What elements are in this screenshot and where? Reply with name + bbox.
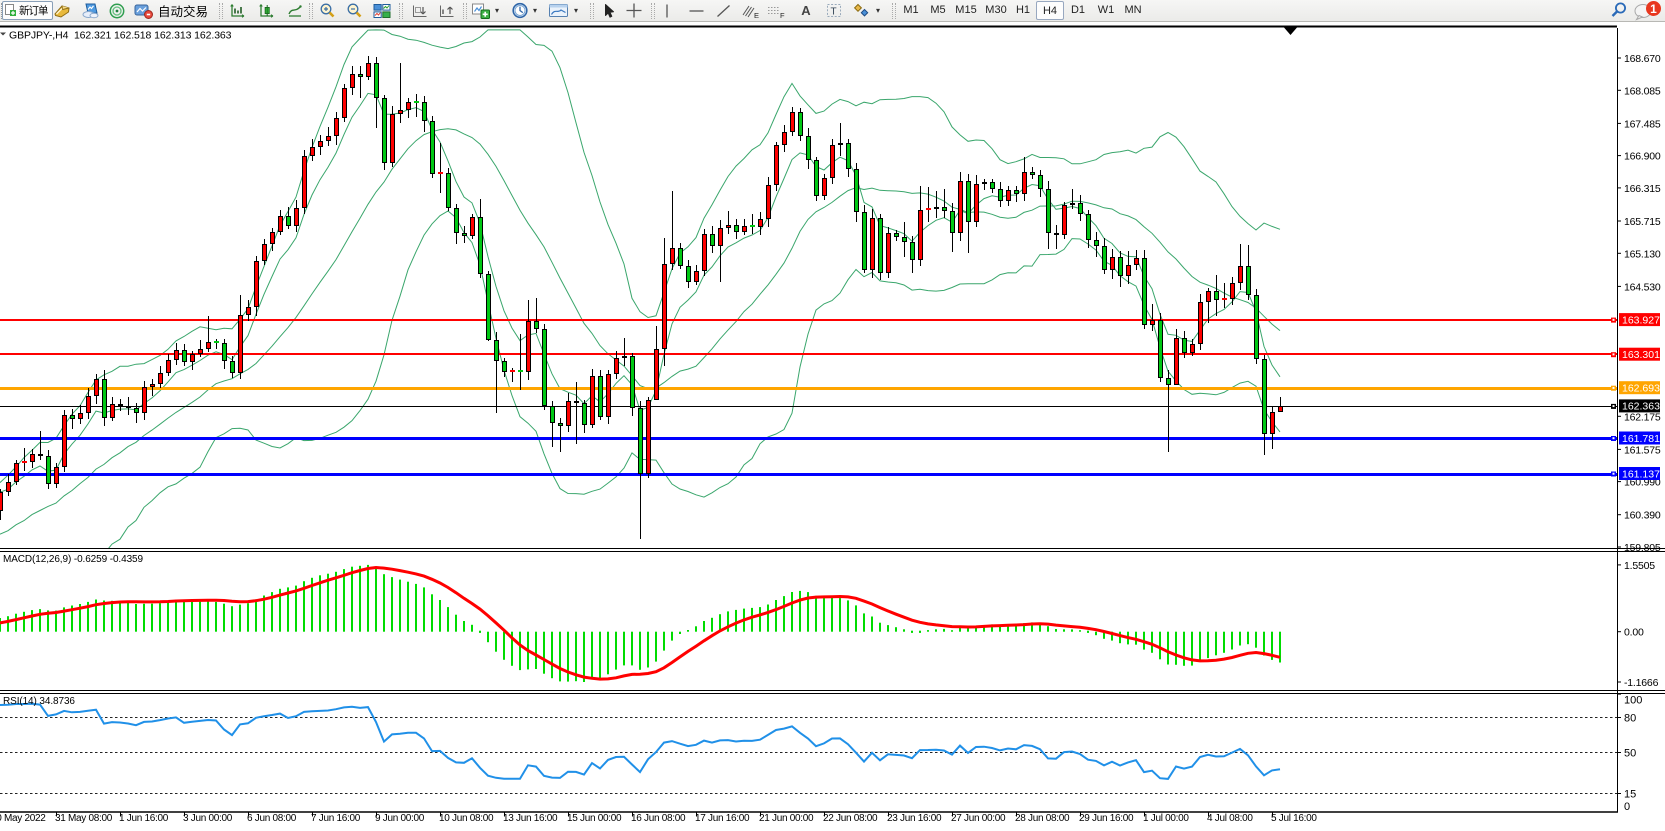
svg-text:164.530: 164.530: [1624, 281, 1661, 293]
svg-text:23 Jun 16:00: 23 Jun 16:00: [887, 813, 942, 824]
svg-text:-1.1666: -1.1666: [1624, 677, 1659, 689]
svg-text:17 Jun 16:00: 17 Jun 16:00: [695, 813, 750, 824]
svg-text:162.175: 162.175: [1624, 411, 1661, 423]
svg-text:RSI(14) 34.8736: RSI(14) 34.8736: [3, 696, 75, 707]
svg-text:163.301: 163.301: [1622, 349, 1660, 361]
svg-text:162.693: 162.693: [1622, 383, 1660, 395]
svg-text:168.085: 168.085: [1624, 85, 1661, 97]
svg-text:T: T: [831, 7, 837, 18]
svg-text:100: 100: [1624, 695, 1642, 707]
svg-text:1 Jul 00:00: 1 Jul 00:00: [1143, 813, 1189, 824]
svg-text:160.390: 160.390: [1624, 510, 1661, 522]
svg-text:0: 0: [1624, 801, 1630, 813]
svg-text:166.315: 166.315: [1624, 183, 1661, 195]
svg-text:31 May 08:00: 31 May 08:00: [55, 813, 113, 824]
svg-text:28 Jun 08:00: 28 Jun 08:00: [1015, 813, 1070, 824]
svg-text:9 Jun 00:00: 9 Jun 00:00: [375, 813, 425, 824]
svg-text:29 Jun 16:00: 29 Jun 16:00: [1079, 813, 1134, 824]
svg-text:163.927: 163.927: [1622, 314, 1660, 326]
svg-text:1: 1: [1650, 2, 1657, 16]
svg-text:MACD(12,26,9) -0.6259 -0.4359: MACD(12,26,9) -0.6259 -0.4359: [3, 554, 143, 565]
svg-text:E: E: [754, 11, 759, 19]
svg-text:1.5505: 1.5505: [1624, 560, 1655, 572]
svg-text:161.575: 161.575: [1624, 444, 1661, 456]
svg-text:4 Jul 08:00: 4 Jul 08:00: [1207, 813, 1253, 824]
svg-text:15 Jun 00:00: 15 Jun 00:00: [567, 813, 622, 824]
svg-text:159.805: 159.805: [1624, 542, 1661, 554]
svg-text:162.363: 162.363: [1622, 401, 1660, 413]
svg-text:15: 15: [1624, 789, 1636, 801]
svg-text:10 Jun 08:00: 10 Jun 08:00: [439, 813, 494, 824]
svg-text:50: 50: [1624, 748, 1636, 760]
svg-text:1 Jun 16:00: 1 Jun 16:00: [119, 813, 169, 824]
svg-text:7 Jun 16:00: 7 Jun 16:00: [311, 813, 361, 824]
svg-text:13 Jun 16:00: 13 Jun 16:00: [503, 813, 558, 824]
svg-text:168.670: 168.670: [1624, 53, 1661, 65]
svg-text:5 Jul 16:00: 5 Jul 16:00: [1271, 813, 1317, 824]
svg-text:167.485: 167.485: [1624, 118, 1661, 130]
svg-text:6 Jun 08:00: 6 Jun 08:00: [247, 813, 297, 824]
svg-text:F: F: [780, 11, 785, 19]
svg-text:80: 80: [1624, 713, 1636, 725]
svg-text:22 Jun 08:00: 22 Jun 08:00: [823, 813, 878, 824]
svg-text:165.715: 165.715: [1624, 216, 1661, 228]
svg-text:161.137: 161.137: [1622, 468, 1660, 480]
svg-text:30 May 2022: 30 May 2022: [0, 813, 46, 824]
svg-text:27 Jun 00:00: 27 Jun 00:00: [951, 813, 1006, 824]
svg-text:0.00: 0.00: [1624, 627, 1644, 639]
svg-text:21 Jun 00:00: 21 Jun 00:00: [759, 813, 814, 824]
svg-text:GBPJPY-,H4 162.321 162.518 16: GBPJPY-,H4 162.321 162.518 162.313 162.3…: [9, 30, 232, 42]
svg-text:161.781: 161.781: [1622, 433, 1660, 445]
svg-text:165.130: 165.130: [1624, 248, 1661, 260]
svg-text:3 Jun 00:00: 3 Jun 00:00: [183, 813, 233, 824]
svg-text:166.900: 166.900: [1624, 151, 1661, 163]
svg-text:16 Jun 08:00: 16 Jun 08:00: [631, 813, 686, 824]
